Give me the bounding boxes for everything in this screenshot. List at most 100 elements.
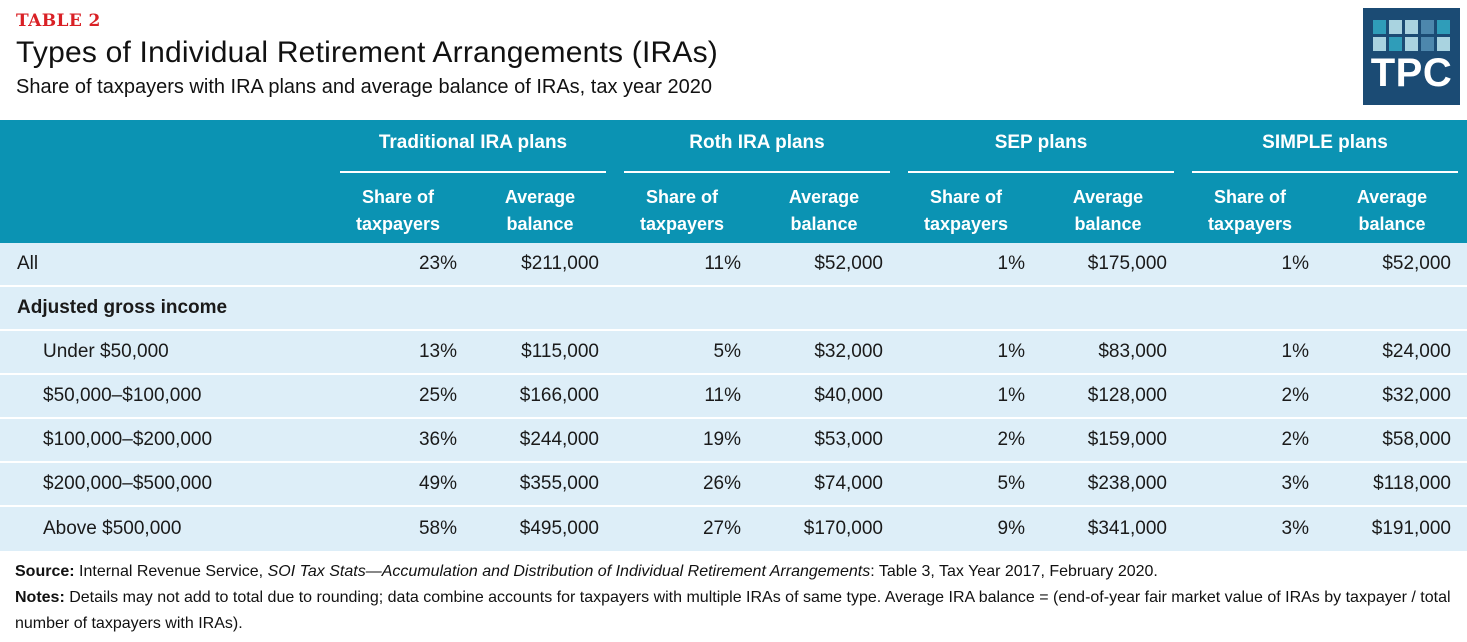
column-group-traditional: Traditional IRA plans: [340, 132, 606, 174]
notes-text: Details may not add to total due to roun…: [15, 588, 1451, 632]
report-header: TABLE 2 Types of Individual Retirement A…: [0, 0, 1467, 120]
column-group-sep: SEP plans: [908, 132, 1174, 174]
value-cell: $52,000: [1382, 253, 1451, 274]
value-cell: $32,000: [814, 341, 883, 362]
value-cell: $32,000: [1382, 385, 1451, 406]
value-cell: 9%: [997, 518, 1025, 539]
header-spacer: [0, 132, 331, 173]
table-row: $200,000–$500,000 49% $355,000 26% $74,000 5%…: [0, 463, 1467, 507]
value-cell: 13%: [418, 341, 457, 362]
value-cell: 1%: [1281, 253, 1309, 274]
source-label: Source:: [15, 563, 75, 580]
tpc-logo-squares: [1363, 8, 1460, 51]
value-cell: 27%: [702, 518, 741, 539]
notes-label: Notes:: [15, 588, 65, 606]
value-cell: $211,000: [521, 253, 599, 274]
value-cell: $175,000: [1087, 253, 1167, 274]
column-header-balance: Average balance: [1072, 187, 1144, 234]
header-spacer: [0, 173, 331, 243]
tpc-logo: TPC: [1363, 8, 1460, 105]
value-cell: $53,000: [814, 429, 883, 450]
row-label: All: [17, 253, 39, 274]
row-label: $100,000–$200,000: [43, 429, 213, 450]
value-cell: $40,000: [814, 385, 883, 406]
value-cell: 3%: [1281, 518, 1309, 539]
logo-square: [1389, 37, 1402, 51]
logo-square: [1405, 20, 1418, 34]
value-cell: $159,000: [1087, 429, 1167, 450]
column-header-balance: Average balance: [504, 187, 576, 234]
column-header-share: Share of taxpayers: [355, 187, 441, 234]
table-row: Adjusted gross income: [0, 287, 1467, 331]
column-header-balance: Average balance: [1356, 187, 1428, 234]
value-cell: $238,000: [1087, 473, 1167, 494]
logo-square: [1421, 37, 1434, 51]
logo-square: [1437, 20, 1450, 34]
value-cell: $24,000: [1382, 341, 1451, 362]
source-text: Internal Revenue Service,: [74, 563, 268, 580]
column-header-share: Share of taxpayers: [1207, 187, 1293, 234]
value-cell: $118,000: [1373, 473, 1451, 494]
value-cell: 1%: [997, 341, 1025, 362]
value-cell: 2%: [997, 429, 1025, 450]
table-number-label: TABLE 2: [16, 11, 101, 31]
logo-square: [1389, 20, 1402, 34]
value-cell: $74,000: [814, 473, 883, 494]
value-cell: 5%: [713, 341, 741, 362]
value-cell: $341,000: [1087, 518, 1167, 539]
table-row: $50,000–$100,000 25% $166,000 11% $40,000 1% $…: [0, 375, 1467, 419]
value-cell: 23%: [418, 253, 457, 274]
value-cell: $128,000: [1087, 385, 1167, 406]
table-row: Above $500,000 58% $495,000 27% $170,000 9% $3…: [0, 507, 1467, 551]
row-label: Under $50,000: [43, 341, 169, 362]
table-footer: Source: Internal Revenue Service, SOI Ta…: [0, 551, 1467, 637]
value-cell: 1%: [997, 385, 1025, 406]
value-cell: $115,000: [521, 341, 599, 362]
row-label: Above $500,000: [43, 518, 182, 539]
column-group-roth: Roth IRA plans: [624, 132, 890, 174]
value-cell: 49%: [418, 473, 457, 494]
value-cell: 11%: [704, 253, 741, 274]
value-cell: $495,000: [519, 518, 599, 539]
value-cell: $83,000: [1098, 341, 1167, 362]
row-label: $50,000–$100,000: [43, 385, 202, 406]
value-cell: $52,000: [814, 253, 883, 274]
value-cell: 5%: [997, 473, 1025, 494]
value-cell: $191,000: [1371, 518, 1451, 539]
value-cell: 1%: [1281, 341, 1309, 362]
value-cell: 58%: [418, 518, 457, 539]
value-cell: 11%: [704, 385, 741, 406]
page-title: Types of Individual Retirement Arrangeme…: [16, 36, 718, 69]
column-group-simple: SIMPLE plans: [1192, 132, 1458, 174]
value-cell: $244,000: [519, 429, 599, 450]
value-cell: 1%: [997, 253, 1025, 274]
tpc-logo-text: TPC: [1370, 51, 1453, 95]
source-publication: SOI Tax Stats—Accumulation and Distribut…: [267, 563, 871, 580]
value-cell: 2%: [1281, 429, 1309, 450]
table-row: All 23% $211,000 11% $52,000 1% $175,000 1% $52,…: [0, 243, 1467, 287]
value-cell: 19%: [702, 429, 741, 450]
table-body: All 23% $211,000 11% $52,000 1% $175,000 1% $52,…: [0, 243, 1467, 551]
value-cell: $170,000: [803, 518, 883, 539]
source-tail: : Table 3, Tax Year 2017, February 2020.: [870, 563, 1158, 580]
row-label: Adjusted gross income: [17, 297, 228, 318]
column-header-share: Share of taxpayers: [923, 187, 1009, 234]
value-cell: $58,000: [1382, 429, 1451, 450]
logo-square: [1405, 37, 1418, 51]
row-label: $200,000–$500,000: [43, 473, 213, 494]
value-cell: $166,000: [519, 385, 599, 406]
value-cell: 26%: [702, 473, 741, 494]
value-cell: 36%: [418, 429, 457, 450]
column-header-share: Share of taxpayers: [639, 187, 725, 234]
value-cell: 25%: [418, 385, 457, 406]
column-header-balance: Average balance: [788, 187, 860, 234]
value-cell: $355,000: [519, 473, 599, 494]
source-line: Source: Internal Revenue Service, SOI Ta…: [15, 559, 1452, 585]
page-subtitle: Share of taxpayers with IRA plans and av…: [16, 76, 712, 98]
table-row: Under $50,000 13% $115,000 5% $32,000 1% $83,0…: [0, 331, 1467, 375]
logo-square: [1437, 37, 1450, 51]
logo-square: [1373, 20, 1386, 34]
table-row: $100,000–$200,000 36% $244,000 19% $53,000 2%…: [0, 419, 1467, 463]
value-cell: 3%: [1281, 473, 1309, 494]
